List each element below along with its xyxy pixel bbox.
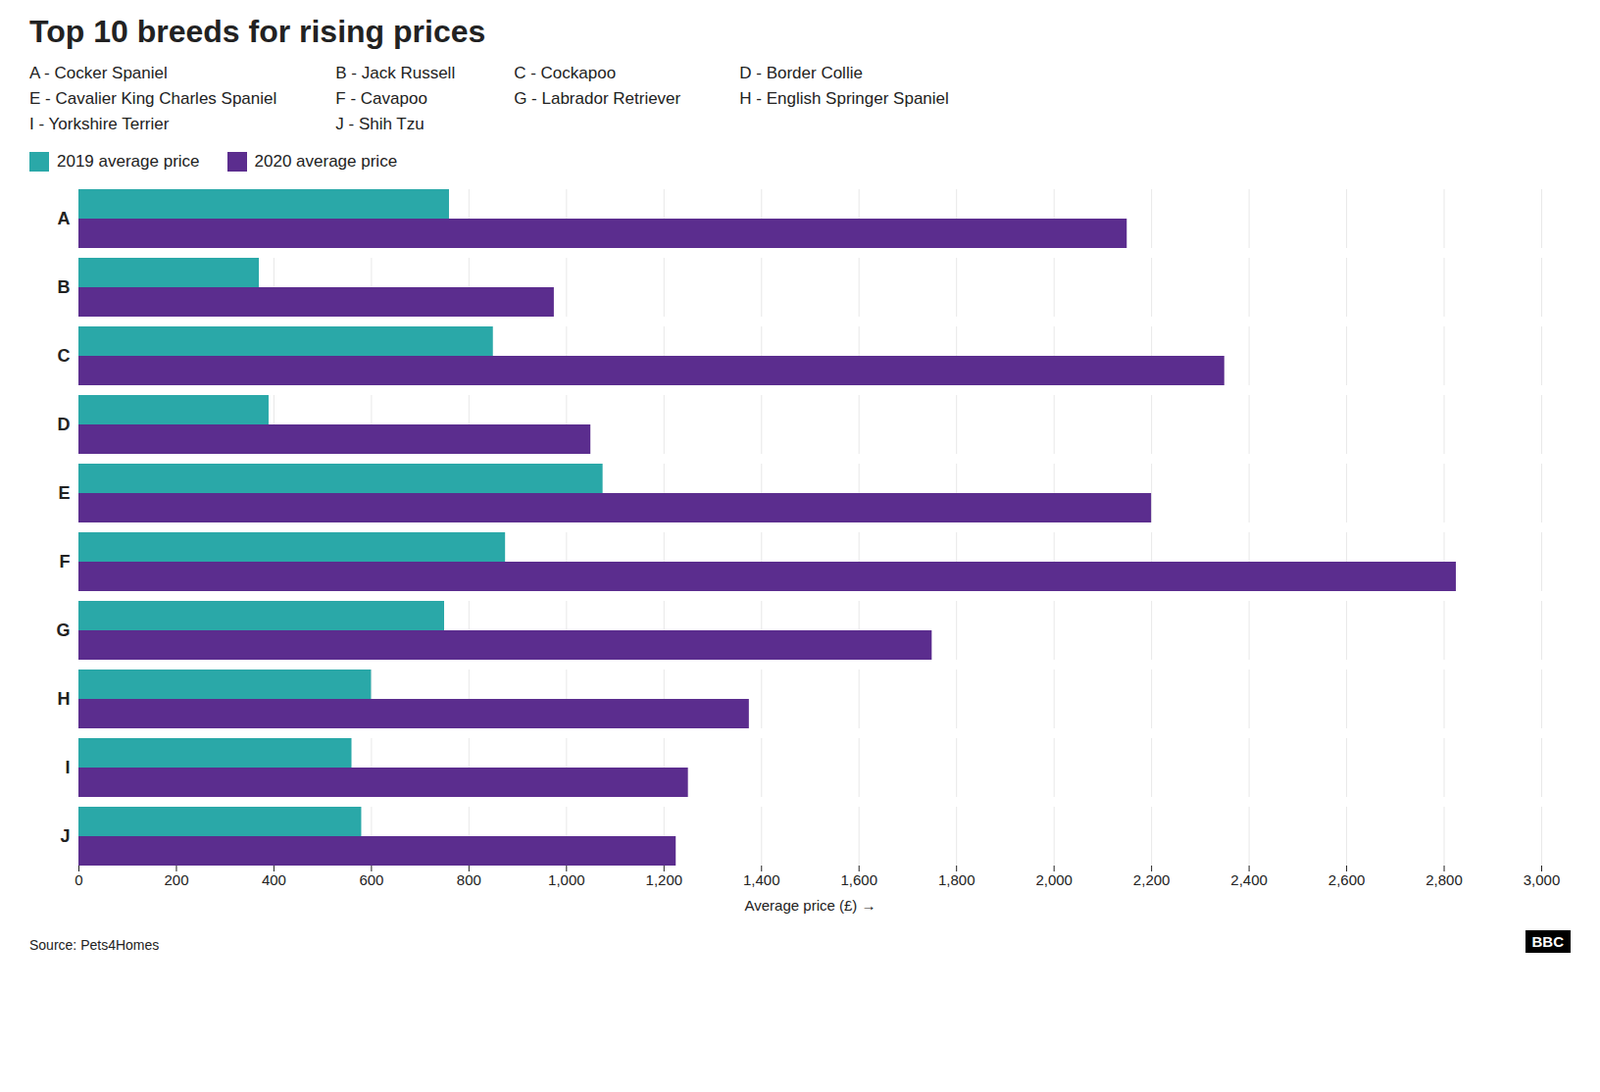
html-text:BBC: BBC — [1531, 933, 1564, 950]
html-text:C - Cockapoo: C - Cockapoo — [513, 63, 616, 83]
svg-text:600: 600 — [358, 871, 384, 889]
svg-text:1,800: 1,800 — [938, 871, 976, 889]
svg-text:H: H — [57, 689, 71, 709]
html-text:H - English Springer Spaniel: H - English Springer Spaniel — [739, 89, 949, 108]
html-text:B - Jack Russell: B - Jack Russell — [335, 63, 456, 83]
svg-text:B: B — [57, 277, 71, 298]
svg-text:2,600: 2,600 — [1328, 871, 1366, 889]
html-text:F - Cavapoo: F - Cavapoo — [335, 89, 428, 108]
svg-text:Average price (£) →: Average price (£) → — [745, 897, 877, 914]
svg-text:2,000: 2,000 — [1035, 871, 1073, 889]
svg-text:2,800: 2,800 — [1425, 871, 1463, 889]
svg-text:E: E — [57, 483, 70, 503]
html-text:J - Shih Tzu: J - Shih Tzu — [335, 114, 425, 134]
html-text:D - Border Collie: D - Border Collie — [739, 63, 863, 83]
html-text:Source: Pets4Homes: Source: Pets4Homes — [29, 937, 160, 953]
html-text:A - Cocker Spaniel: A - Cocker Spaniel — [29, 63, 168, 83]
svg-text:0: 0 — [74, 871, 83, 889]
svg-text:1,000: 1,000 — [548, 871, 586, 889]
html-text:E - Cavalier King Charles Span: E - Cavalier King Charles Spaniel — [29, 89, 277, 108]
html-text:Top 10 breeds for rising price: Top 10 breeds for rising prices — [29, 13, 486, 50]
svg-text:A: A — [57, 208, 71, 229]
svg-text:I: I — [64, 757, 70, 778]
svg-text:400: 400 — [261, 871, 287, 889]
html-text:2020 average price: 2020 average price — [254, 151, 398, 171]
svg-text:1,400: 1,400 — [743, 871, 781, 889]
svg-text:800: 800 — [456, 871, 482, 889]
svg-text:1,200: 1,200 — [646, 871, 684, 889]
svg-text:200: 200 — [163, 871, 189, 889]
svg-text:3,000: 3,000 — [1523, 871, 1561, 889]
svg-text:G: G — [55, 620, 70, 641]
html-text:G - Labrador Retriever: G - Labrador Retriever — [513, 89, 681, 108]
svg-text:2,400: 2,400 — [1230, 871, 1268, 889]
svg-text:1,600: 1,600 — [840, 871, 878, 889]
html-text:I - Yorkshire Terrier: I - Yorkshire Terrier — [29, 114, 170, 134]
svg-text:2,200: 2,200 — [1133, 871, 1171, 889]
html-text:2019 average price: 2019 average price — [56, 151, 200, 171]
svg-text:D: D — [57, 414, 71, 435]
svg-text:J: J — [59, 826, 70, 847]
svg-text:F: F — [59, 551, 71, 572]
svg-text:C: C — [57, 346, 71, 366]
